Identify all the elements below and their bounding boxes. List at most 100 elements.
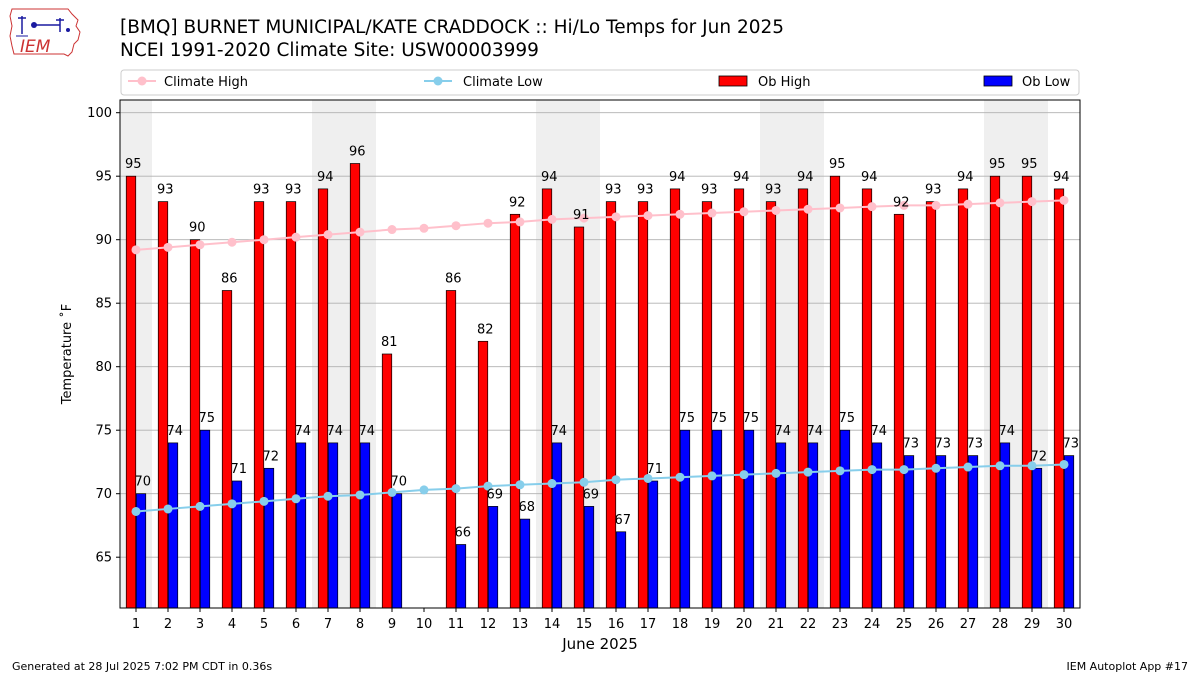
bar-ob-low-day-21 <box>775 442 787 609</box>
bar-ob-high-day-6 <box>285 201 297 609</box>
climate-low-point-day-14 <box>547 479 557 489</box>
bar-ob-high-day-11 <box>445 290 457 609</box>
x-tick-label-6: 6 <box>292 617 300 632</box>
x-tick-label-19: 19 <box>704 617 721 632</box>
climate-low-point-day-4 <box>227 499 237 509</box>
legend-ob-high-label: Ob High <box>758 75 811 90</box>
x-tick-label-22: 22 <box>800 617 817 632</box>
climate-low-point-day-16 <box>611 475 621 485</box>
legend-ob-high-swatch <box>718 75 748 87</box>
y-tick-label-65: 65 <box>95 551 112 566</box>
climate-high-point-day-5 <box>259 235 269 245</box>
label-ob-high-day-9: 81 <box>381 335 398 350</box>
label-ob-low-day-30: 73 <box>1062 437 1079 452</box>
climate-low-point-day-2 <box>163 504 173 514</box>
y-tick-label-100: 100 <box>87 106 112 121</box>
climate-high-point-day-7 <box>323 230 333 240</box>
x-tick-label-17: 17 <box>640 617 657 632</box>
climate-high-point-day-24 <box>867 202 877 212</box>
climate-high-point-day-30 <box>1059 195 1069 205</box>
x-tick-label-7: 7 <box>324 617 332 632</box>
label-ob-high-day-12: 82 <box>477 322 494 337</box>
label-ob-high-day-4: 86 <box>221 272 238 287</box>
climate-lines <box>131 195 1069 516</box>
bar-ob-low-day-25 <box>903 455 915 609</box>
climate-low-point-day-15 <box>579 477 589 487</box>
climate-high-point-day-1 <box>131 245 141 255</box>
y-tick-label-70: 70 <box>95 487 112 502</box>
climate-low-point-day-19 <box>707 471 717 481</box>
x-tick-label-1: 1 <box>132 617 140 632</box>
climate-low-point-day-23 <box>835 466 845 476</box>
bar-ob-high-day-1 <box>125 175 137 609</box>
climate-high-point-day-19 <box>707 208 717 218</box>
climate-high-point-day-16 <box>611 212 621 222</box>
climate-high-point-day-10 <box>419 223 429 233</box>
x-tick-label-14: 14 <box>544 617 561 632</box>
plot-frame <box>119 99 1081 609</box>
label-ob-high-day-1: 95 <box>125 157 142 172</box>
bar-ob-high-day-27 <box>957 188 969 609</box>
climate-high-point-day-6 <box>291 232 301 242</box>
label-ob-low-day-3: 75 <box>198 411 215 426</box>
label-ob-high-day-18: 94 <box>669 170 686 185</box>
label-ob-low-day-21: 74 <box>774 424 791 439</box>
climate-high-point-day-3 <box>195 240 205 250</box>
x-tick-label-15: 15 <box>576 617 593 632</box>
label-ob-low-day-13: 68 <box>518 500 535 515</box>
y-axis-label: Temperature ˚F <box>59 304 75 405</box>
bar-ob-high-day-5 <box>253 201 265 609</box>
bar-ob-low-day-17 <box>647 480 659 609</box>
climate-high-point-day-25 <box>899 200 909 210</box>
label-ob-low-day-8: 74 <box>358 424 375 439</box>
x-tick-label-4: 4 <box>228 617 236 632</box>
bar-ob-high-day-7 <box>317 188 329 609</box>
climate-low-point-day-17 <box>643 473 653 483</box>
app-name: IEM Autoplot App #17 <box>1066 660 1189 673</box>
x-tick-label-2: 2 <box>164 617 172 632</box>
climate-high-point-day-11 <box>451 221 461 231</box>
label-ob-high-day-20: 94 <box>733 170 750 185</box>
climate-low-point-day-13 <box>515 480 525 490</box>
climate-high-point-day-20 <box>739 207 749 217</box>
bar-ob-high-day-28 <box>989 175 1001 609</box>
label-ob-high-day-7: 94 <box>317 170 334 185</box>
climate-low-point-day-9 <box>387 487 397 497</box>
x-tick-label-3: 3 <box>196 617 204 632</box>
x-tick-label-26: 26 <box>928 617 945 632</box>
climate-high-point-day-9 <box>387 225 397 235</box>
climate-high-point-day-8 <box>355 227 365 237</box>
iem-iowa-logo-icon: IEM <box>9 8 81 57</box>
bar-ob-low-day-22 <box>807 442 819 609</box>
label-ob-low-day-9: 70 <box>390 475 407 490</box>
legend-climate-low-marker <box>433 76 443 86</box>
bar-ob-high-day-25 <box>893 213 905 609</box>
label-ob-high-day-13: 92 <box>509 195 526 210</box>
label-ob-low-day-26: 73 <box>934 437 951 452</box>
climate-high-point-day-27 <box>963 199 973 209</box>
bar-ob-low-day-14 <box>551 442 563 609</box>
bar-ob-high-day-18 <box>669 188 681 609</box>
climate-high-point-day-18 <box>675 209 685 219</box>
bar-ob-low-day-15 <box>583 506 595 609</box>
climate-high-point-day-29 <box>1027 197 1037 207</box>
bar-ob-high-day-16 <box>605 201 617 609</box>
climate-high-point-day-17 <box>643 211 653 221</box>
x-tick-label-16: 16 <box>608 617 625 632</box>
legend-item-ob-high: Ob High <box>718 75 811 90</box>
label-ob-low-day-24: 74 <box>870 424 887 439</box>
label-ob-high-day-17: 93 <box>637 183 654 198</box>
bar-ob-low-day-9 <box>391 493 403 609</box>
label-ob-high-day-29: 95 <box>1021 157 1038 172</box>
climate-low-point-day-3 <box>195 501 205 511</box>
legend-climate-high-label: Climate High <box>164 75 248 90</box>
x-tick-label-25: 25 <box>896 617 913 632</box>
climate-low-point-day-24 <box>867 465 877 475</box>
label-ob-high-day-8: 96 <box>349 145 366 160</box>
iem-logo: IEM <box>8 6 84 64</box>
label-ob-high-day-22: 94 <box>797 170 814 185</box>
bar-ob-low-day-8 <box>359 442 371 609</box>
climate-high-point-day-28 <box>995 198 1005 208</box>
bar-ob-high-day-15 <box>573 226 585 609</box>
label-ob-low-day-25: 73 <box>902 437 919 452</box>
